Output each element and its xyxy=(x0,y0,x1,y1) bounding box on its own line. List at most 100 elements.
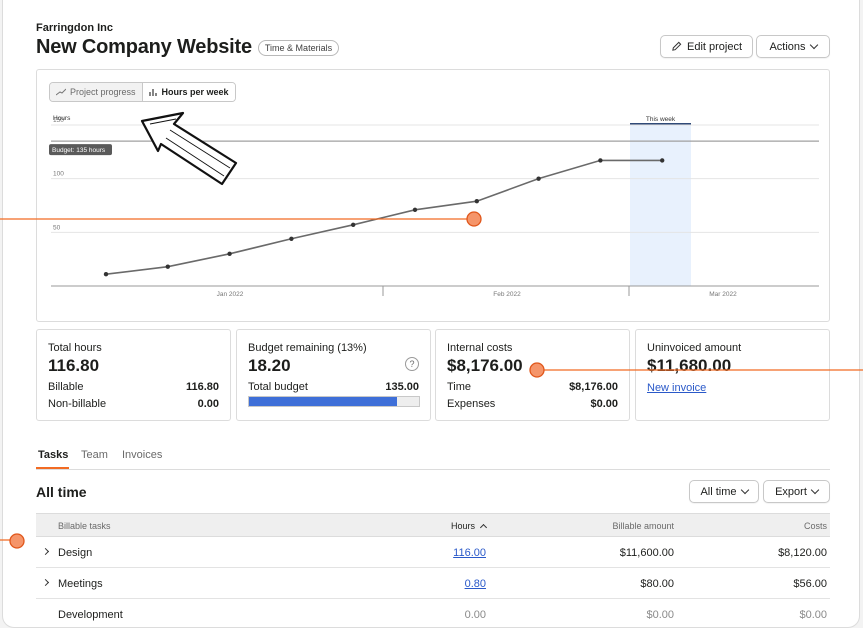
budget-remaining-value: 18.20 xyxy=(248,356,291,375)
budget-tag xyxy=(49,144,112,156)
edit-project-label: Edit project xyxy=(686,40,743,53)
task-hours: 0.00 xyxy=(464,609,486,621)
expenses-row: Expenses $0.00 xyxy=(447,398,618,410)
non-billable-row: Non-billable 0.00 xyxy=(48,398,219,410)
time-cost-row: Time $8,176.00 xyxy=(447,381,618,393)
budget-remaining-card: Budget remaining (13%) 18.20 ? Total bud… xyxy=(236,329,431,421)
help-icon[interactable]: ? xyxy=(405,357,419,371)
data-point xyxy=(660,158,665,163)
total-hours-card: Total hours 116.80 Billable 116.80 Non-b… xyxy=(36,329,231,421)
header-billable-tasks[interactable]: Billable tasks xyxy=(58,521,111,531)
chevron-down-icon xyxy=(809,40,818,50)
tab-invoices[interactable]: Invoices xyxy=(122,449,163,461)
client-name[interactable]: Farringdon Inc xyxy=(36,22,113,34)
data-point xyxy=(474,199,479,204)
expenses-label: Expenses xyxy=(447,398,496,410)
new-invoice-link[interactable]: New invoice xyxy=(647,382,707,394)
time-range-label: All time xyxy=(700,485,737,498)
total-budget-row: Total budget 135.00 xyxy=(248,381,419,393)
table-header: Billable tasks Hours Billable amount Cos… xyxy=(36,513,830,537)
header-hours[interactable]: Hours xyxy=(450,521,488,532)
internal-costs-value: $8,176.00 xyxy=(447,356,523,375)
y-tick-label: 100 xyxy=(53,171,64,178)
hours-line xyxy=(105,159,663,275)
edit-project-button[interactable]: Edit project xyxy=(660,35,753,58)
bar-chart-icon xyxy=(148,89,157,96)
header-billable-amount[interactable]: Billable amount xyxy=(612,521,674,531)
task-amount: $0.00 xyxy=(646,609,674,621)
task-costs: $56.00 xyxy=(793,578,827,590)
internal-costs-card: Internal costs $8,176.00 Time $8,176.00 … xyxy=(435,329,630,421)
hours-per-week-label: Hours per week xyxy=(161,87,229,97)
active-tab-indicator xyxy=(36,467,69,469)
data-point xyxy=(412,207,418,212)
x-tick-label: Jan 2022 xyxy=(217,291,244,298)
table-row[interactable]: Design 116.00 $11,600.00 $8,120.00 xyxy=(36,537,830,568)
expand-chevron-icon[interactable] xyxy=(41,578,50,587)
task-hours-link[interactable]: 0.80 xyxy=(464,578,486,590)
this-week-highlight xyxy=(630,123,691,286)
uninvoiced-value: $11,680.00 xyxy=(647,356,732,375)
pencil-icon xyxy=(672,41,682,51)
data-point xyxy=(536,176,541,181)
data-point xyxy=(103,271,109,277)
chart-view-toggle: Project progress Hours per week xyxy=(49,82,236,102)
budget-tag-label: Budget: 135 hours xyxy=(52,147,106,154)
project-type-badge: Time & Materials xyxy=(257,39,340,56)
data-point xyxy=(598,158,603,163)
y-axis-label: Hours xyxy=(53,115,71,122)
line-chart-icon xyxy=(56,88,66,96)
hours-per-week-tab[interactable]: Hours per week xyxy=(141,83,235,101)
time-cost-value: $8,176.00 xyxy=(569,381,618,393)
x-tick-label: Feb 2022 xyxy=(493,291,521,298)
sort-ascending-icon xyxy=(479,523,488,532)
tab-team[interactable]: Team xyxy=(81,449,108,461)
y-tick-label: 150 xyxy=(53,117,64,124)
task-hours-link[interactable]: 116.00 xyxy=(453,547,486,559)
chevron-down-icon xyxy=(740,485,749,495)
data-point xyxy=(227,251,232,256)
title-row: New Company Website Time & Materials xyxy=(36,36,340,59)
x-tick-label: Mar 2022 xyxy=(709,291,737,298)
data-point xyxy=(289,236,294,241)
expenses-value: $0.00 xyxy=(590,398,618,410)
task-name: Design xyxy=(58,547,93,559)
task-amount: $11,600.00 xyxy=(619,547,674,559)
this-week-label: This week xyxy=(646,116,676,123)
tab-tasks[interactable]: Tasks xyxy=(38,449,69,461)
chevron-down-icon xyxy=(810,485,820,495)
export-label: Export xyxy=(775,485,807,498)
project-tabs: Tasks Team Invoices xyxy=(36,440,830,470)
task-costs: $8,120.00 xyxy=(778,547,827,559)
task-name: Meetings xyxy=(58,578,103,590)
task-name: Development xyxy=(58,609,123,621)
billable-label: Billable xyxy=(48,381,84,393)
table-row[interactable]: Meetings 0.80 $80.00 $56.00 xyxy=(36,568,830,599)
project-progress-chart: This week 150 100 50 Hours Budget: 135 hours J… xyxy=(49,115,819,298)
data-point xyxy=(165,264,170,269)
header-hours-label: Hours xyxy=(450,521,475,531)
time-range-dropdown[interactable]: All time xyxy=(689,480,759,503)
total-hours-value: 116.80 xyxy=(48,356,100,375)
internal-costs-label: Internal costs xyxy=(447,342,513,354)
billable-row: Billable 116.80 xyxy=(48,381,219,393)
non-billable-value: 0.00 xyxy=(197,398,219,410)
y-tick-label: 50 xyxy=(53,224,61,231)
export-button[interactable]: Export xyxy=(763,480,830,503)
tasks-table: Billable tasks Hours Billable amount Cos… xyxy=(36,513,830,627)
total-hours-label: Total hours xyxy=(48,342,102,354)
project-progress-label: Project progress xyxy=(70,87,136,97)
data-point xyxy=(351,222,356,228)
uninvoiced-card: Uninvoiced amount $11,680.00 New invoice xyxy=(635,329,830,421)
table-row[interactable]: Development 0.00 $0.00 $0.00 xyxy=(36,599,830,627)
budget-remaining-label: Budget remaining (13%) xyxy=(248,342,367,354)
section-title: All time xyxy=(36,484,87,500)
actions-button[interactable]: Actions xyxy=(756,35,830,58)
page-title: New Company Website xyxy=(36,36,252,58)
budget-progress-bar xyxy=(248,396,420,407)
expand-chevron-icon[interactable] xyxy=(41,547,50,556)
header-costs[interactable]: Costs xyxy=(803,521,827,531)
task-amount: $80.00 xyxy=(640,578,674,590)
project-progress-tab[interactable]: Project progress xyxy=(50,83,142,101)
